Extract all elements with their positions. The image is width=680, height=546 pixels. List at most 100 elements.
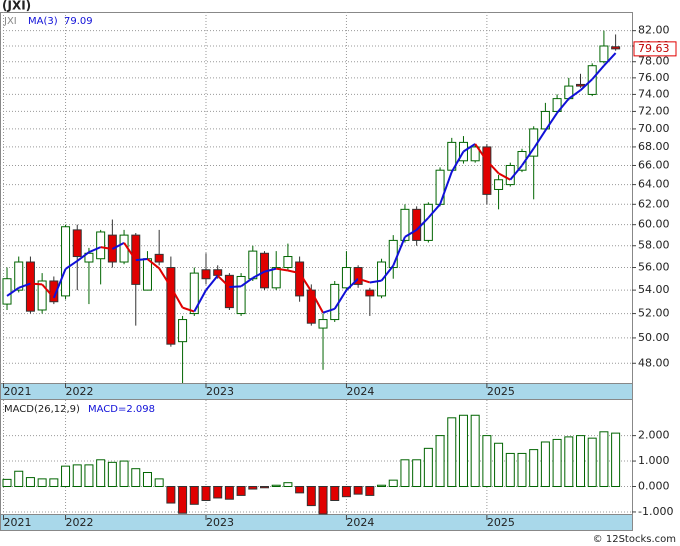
y-tick-label: 78.00 <box>638 55 670 68</box>
ma-segment <box>603 52 617 67</box>
macd-bar <box>517 452 527 488</box>
ma-segment <box>427 203 441 219</box>
candle-body <box>599 45 609 63</box>
ma-segment <box>415 217 430 231</box>
ma-segment <box>88 246 102 254</box>
x-tick-label: 2022 <box>66 516 94 529</box>
macd-bar <box>306 486 316 507</box>
candle-body <box>49 280 59 303</box>
ma-segment <box>6 287 20 297</box>
ma-segment <box>64 260 78 270</box>
last-price-box <box>633 41 677 57</box>
ma-segment <box>111 241 125 250</box>
candle-body <box>248 250 258 280</box>
candle-body <box>611 46 621 50</box>
candle-body <box>37 280 47 311</box>
macd-bar <box>271 484 281 488</box>
last-price: 79.63 <box>638 42 670 55</box>
candle-body <box>377 261 387 297</box>
y-tick-label: 56.00 <box>638 261 670 274</box>
ma-segment <box>76 251 90 262</box>
macd-bar <box>412 459 422 488</box>
ma-segment <box>498 172 511 181</box>
macd-bar <box>482 435 492 488</box>
ma-segment <box>333 289 348 310</box>
macd-bar <box>14 470 24 488</box>
ma-segment <box>404 229 418 238</box>
ma-segment <box>216 274 231 288</box>
macd-bar <box>295 486 305 494</box>
macd-bar <box>72 464 82 488</box>
macd-bar <box>552 438 562 488</box>
macd-name: MACD(26,12,9) <box>4 404 80 415</box>
macd-bar <box>224 486 234 500</box>
ma-segment <box>100 246 113 250</box>
macd-bar <box>505 452 515 488</box>
macd-bar <box>96 459 106 488</box>
candle-body <box>2 278 12 305</box>
ma-segment <box>146 258 160 270</box>
ma-segment <box>532 129 547 150</box>
macd-bar <box>283 482 293 488</box>
candle-body <box>72 229 82 258</box>
y-tick-label: 62.00 <box>638 197 670 210</box>
y-tick-label: 82.00 <box>638 24 670 37</box>
candle-body <box>318 319 328 329</box>
macd-bar <box>470 414 480 488</box>
macd-bar <box>166 486 176 504</box>
candle-body <box>154 253 164 263</box>
macd-bar <box>37 478 47 488</box>
macd-bar <box>587 437 597 488</box>
ma-segment <box>276 267 289 272</box>
ma-segment <box>345 278 359 291</box>
candle-body <box>25 261 35 312</box>
macd-bar <box>341 486 351 498</box>
y-tick-label: -1.000 <box>638 505 673 518</box>
macd-bar <box>201 486 211 501</box>
x-tick-label: 2023 <box>206 516 234 529</box>
macd-bar <box>353 486 363 495</box>
ma-segment <box>474 143 488 162</box>
macd-bar <box>25 477 35 488</box>
candle-body <box>213 269 223 276</box>
y-tick-label: 72.00 <box>638 104 670 117</box>
y-tick-label: 58.00 <box>638 239 670 252</box>
macd-legend: MACD=2.098 <box>88 404 155 415</box>
ma-segment <box>193 289 207 313</box>
ma-segment <box>30 282 43 286</box>
x-tick-label: 2025 <box>487 516 515 529</box>
ma-segment <box>170 286 184 309</box>
candle-body <box>224 274 234 309</box>
y-tick-label: 74.00 <box>638 87 670 100</box>
ma-segment <box>264 267 277 273</box>
legend-ma-value: 79.09 <box>64 16 93 27</box>
y-tick-label: 68.00 <box>638 140 670 153</box>
ma-segment <box>439 171 453 205</box>
ma-segment <box>462 143 476 153</box>
candle-body <box>400 208 410 241</box>
candle-body <box>412 208 422 241</box>
y-tick-label: 66.00 <box>638 158 670 171</box>
x-tick-label: 2022 <box>66 385 94 398</box>
ma-segment <box>579 78 593 91</box>
ma-segment <box>298 272 313 292</box>
macd-bar <box>248 486 258 490</box>
macd-bar <box>142 472 152 488</box>
macd-bar <box>318 486 328 515</box>
candle-body <box>201 269 211 280</box>
macd-bar <box>154 478 164 488</box>
ma-segment <box>521 147 535 167</box>
candle-body <box>61 226 71 297</box>
candle-body <box>236 275 246 315</box>
y-tick-label: 48.00 <box>638 356 670 369</box>
candle-body <box>482 146 492 195</box>
macd-bar <box>529 449 539 488</box>
ma-segment <box>556 97 570 114</box>
legend-ticker: JXI <box>3 16 17 27</box>
ma-segment <box>229 285 242 289</box>
macd-bar <box>61 465 71 488</box>
ma-segment <box>240 277 254 288</box>
candle-body <box>470 146 480 162</box>
candle-body <box>14 261 24 291</box>
